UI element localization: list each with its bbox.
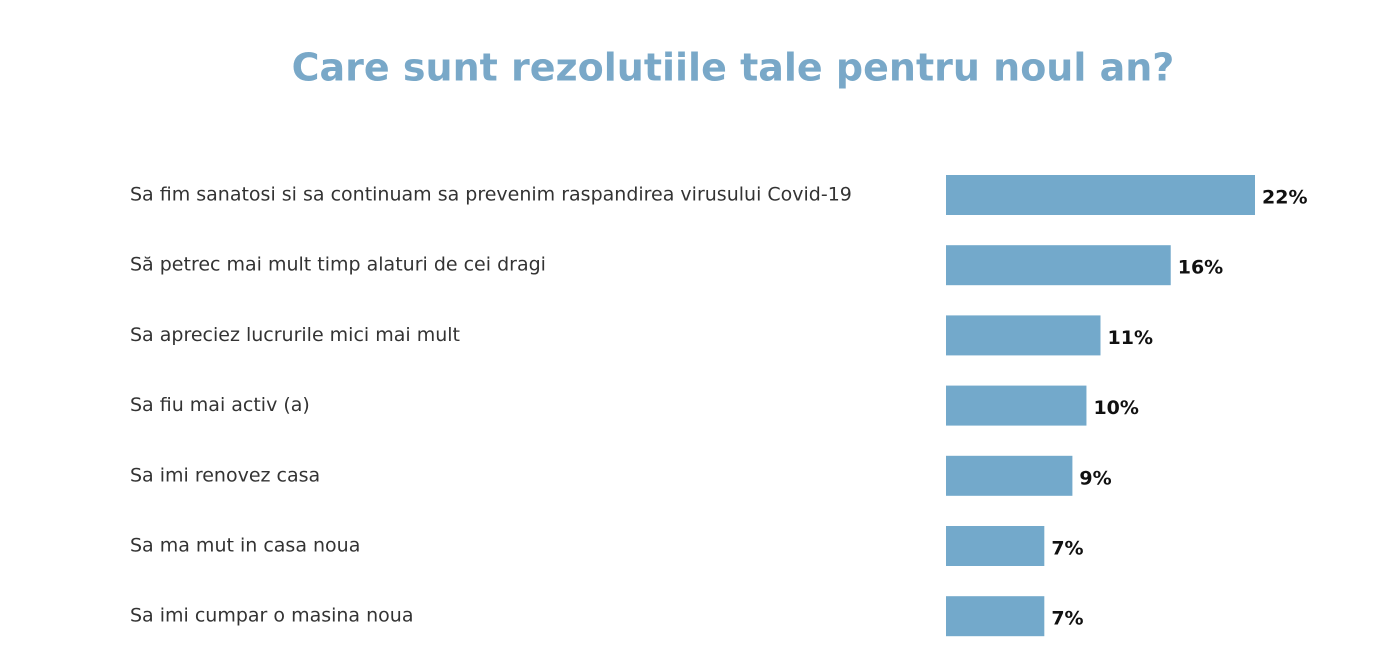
category-label: Sa imi cumpar o masina noua xyxy=(130,605,413,627)
bar xyxy=(946,175,1255,215)
category-label: Să petrec mai mult timp alaturi de cei d… xyxy=(130,254,546,276)
bar xyxy=(946,385,1087,426)
category-label: Sa apreciez lucrurile mici mai mult xyxy=(130,324,460,346)
bar xyxy=(946,315,1101,356)
category-label: Sa ma mut in casa noua xyxy=(130,535,360,557)
value-label: 22% xyxy=(1262,187,1307,209)
value-label: 9% xyxy=(1079,467,1111,489)
value-label: 10% xyxy=(1093,397,1138,419)
category-label: Sa fim sanatosi si sa continuam sa preve… xyxy=(130,184,852,206)
value-label: 16% xyxy=(1178,257,1223,279)
category-label: Sa imi renovez casa xyxy=(130,464,320,486)
value-label: 7% xyxy=(1051,608,1083,630)
value-label: 11% xyxy=(1108,327,1153,349)
bar xyxy=(946,245,1171,286)
bar xyxy=(946,596,1045,637)
bar xyxy=(946,455,1073,496)
bar xyxy=(946,526,1045,566)
value-label: 7% xyxy=(1051,538,1083,560)
category-label: Sa fiu mai activ (a) xyxy=(130,394,310,416)
chart-title: Care sunt rezolutiile tale pentru noul a… xyxy=(292,46,1175,90)
